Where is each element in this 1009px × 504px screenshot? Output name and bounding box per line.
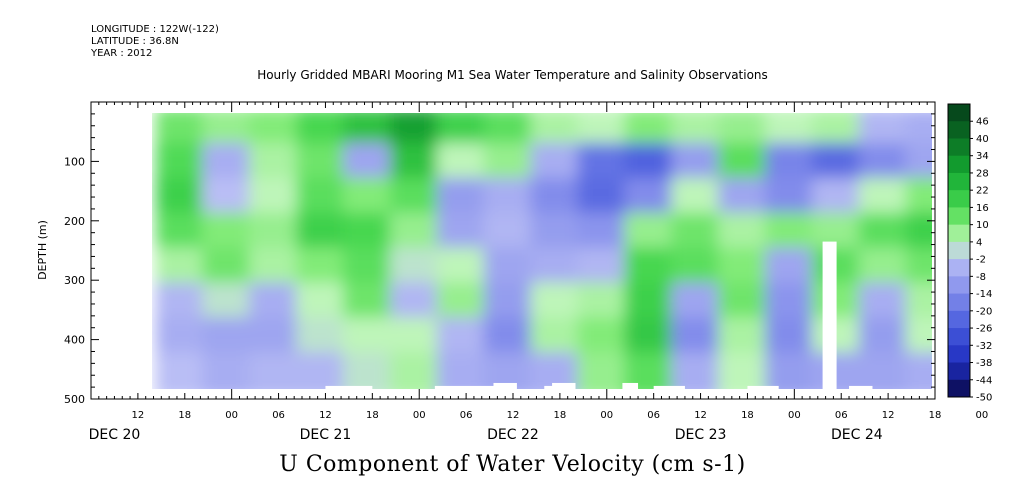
latitude-label: LATITUDE : 36.8N [91,36,179,47]
missing-data [493,382,517,395]
x-tick-label: 18 [929,410,942,421]
missing-data [434,385,498,395]
x-tick-label: 12 [507,410,520,421]
x-axis: 1218000612180006121800061218000612180006… [89,102,989,443]
missing-data [822,241,837,395]
colorbar-label: -32 [976,341,992,352]
missing-data [552,382,576,395]
missing-data [325,385,373,395]
colorbar-label: -26 [976,324,992,335]
colorbar-label: -14 [976,289,992,300]
colorbar-label: 28 [976,168,989,179]
x-tick-label: 00 [976,410,989,421]
colorbar-swatch [948,207,970,226]
colorbar-label: 22 [976,186,989,197]
x-tick-label: 12 [132,410,145,421]
colorbar-swatch [948,241,970,260]
colorbar-label: 4 [976,237,982,248]
colorbar-swatch [948,362,970,381]
x-tick-label: 06 [647,410,660,421]
missing-data [622,382,639,395]
colorbar-swatch [948,172,970,191]
missing-data [935,385,959,395]
colorbar-swatch [948,379,970,398]
colorbar-swatch [948,224,970,243]
x-tick-label: 06 [460,410,473,421]
x-tick-label: 18 [178,410,191,421]
y-tick-label: 100 [64,155,85,168]
x-tick-label: 12 [319,410,332,421]
colorbar-label: 46 [976,117,989,128]
missing-data [981,382,1006,395]
y-tick-label: 400 [64,334,85,347]
colorbar-swatch [948,259,970,277]
x-tick-label: 12 [882,410,895,421]
colorbar-swatch [948,138,970,157]
colorbar-label: -2 [976,255,986,266]
colorbar-swatch [948,104,970,122]
x-tick-label: 18 [741,410,754,421]
colorbar-swatch [948,345,970,364]
x-tick-label: 00 [788,410,801,421]
colorbar-swatch [948,276,970,295]
data-gaps [325,241,1006,395]
chart-title: Hourly Gridded MBARI Mooring M1 Sea Wate… [257,68,768,82]
colorbar-label: -44 [976,375,992,386]
x-day-label: DEC 22 [487,427,539,443]
y-tick-label: 300 [64,274,85,287]
x-day-label: DEC 24 [831,427,883,443]
x-tick-label: 00 [225,410,238,421]
x-day-label: DEC 21 [300,427,352,443]
colorbar-frame [947,103,971,398]
x-tick-label: 00 [413,410,426,421]
colorbar-label: 16 [976,203,989,214]
heatmap-cell [905,352,932,389]
y-tick-label: 500 [64,393,85,406]
colorbar-swatch [948,328,970,346]
x-tick-label: 06 [272,410,285,421]
colorbar-swatch [948,155,970,174]
missing-data [747,385,779,395]
x-tick-label: 06 [835,410,848,421]
x-tick-label: 18 [554,410,567,421]
colorbar-label: 10 [976,220,989,231]
colorbar-label: 40 [976,134,989,145]
y-tick-label: 200 [64,215,85,228]
missing-data [849,385,873,395]
x-tick-label: 00 [600,410,613,421]
colorbar-swatch [948,121,970,139]
y-axis: 100 200 300 400 500 [64,101,935,406]
heatmap-cells [155,113,932,389]
x-day-label: DEC 20 [89,427,141,443]
missing-data [653,385,685,395]
colorbar-label: 34 [976,151,989,162]
variable-label: U Component of Water Velocity (cm s-1) [279,452,746,477]
colorbar-label: -8 [976,272,986,283]
colorbar-swatch [948,293,970,312]
colorbar-swatch [948,310,970,329]
colorbar-label: -20 [976,306,992,317]
x-tick-label: 18 [366,410,379,421]
colorbar-swatch [948,190,970,208]
longitude-label: LONGITUDE : 122W(-122) [91,24,219,35]
colorbar-label: -38 [976,358,992,369]
colorbar-label: -50 [976,393,992,404]
x-day-label: DEC 23 [675,427,727,443]
year-label: YEAR : 2012 [91,48,153,59]
x-tick-label: 12 [694,410,707,421]
colorbar: 46 40 34 28 22 16 10 4 -2 -8 -14 -20 -26 -32 -38 -44 -50 [947,103,992,404]
y-axis-label: DEPTH (m) [36,220,49,280]
